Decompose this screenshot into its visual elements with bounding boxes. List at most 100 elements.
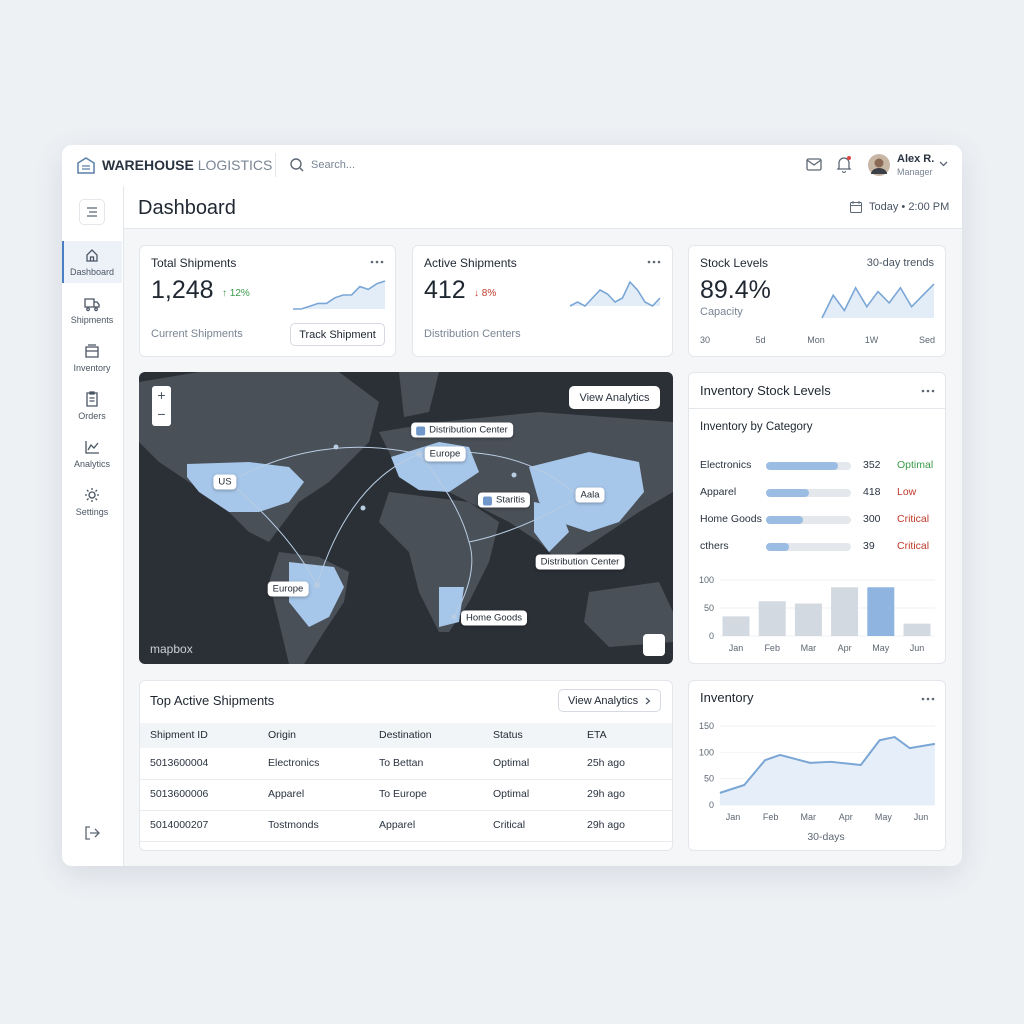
- column-header: ETA: [587, 729, 607, 741]
- page-title: Dashboard: [138, 197, 236, 219]
- x-tick-label: Mar: [801, 643, 817, 653]
- more-menu[interactable]: [647, 260, 661, 264]
- category-value: 300: [863, 513, 881, 525]
- nav-item[interactable]: Dashboard: [69, 267, 115, 277]
- nav-icon: [86, 391, 98, 407]
- kpi-title: Active Shipments: [424, 256, 517, 270]
- x-axis-label: 30-days: [807, 831, 844, 843]
- kpi-caption: Current Shipments: [151, 328, 243, 340]
- map-attribution: mapbox: [150, 642, 193, 656]
- level-track: [766, 516, 851, 524]
- category-status: Optimal: [897, 459, 934, 471]
- nav-item[interactable]: Settings: [75, 507, 109, 517]
- nav-item[interactable]: Shipments: [70, 315, 114, 325]
- bar: [867, 587, 895, 636]
- map-view-analytics[interactable]: View Analytics: [569, 386, 660, 409]
- map-pin[interactable]: US: [213, 474, 237, 490]
- divider: [689, 408, 945, 409]
- nav-item[interactable]: Orders: [78, 411, 106, 421]
- kpi-change: ↓ 8%: [474, 288, 497, 299]
- kpi-button[interactable]: Track Shipment: [290, 323, 385, 346]
- icon-path: [84, 298, 100, 312]
- level-track: [766, 489, 851, 497]
- kpi-change: ↑ 12%: [222, 288, 250, 299]
- dot: [931, 697, 935, 701]
- y-tick-label: 100: [699, 575, 714, 585]
- bar: [831, 587, 859, 636]
- category-value: 352: [863, 459, 881, 471]
- more-menu[interactable]: [921, 389, 935, 393]
- sparkline: [569, 280, 661, 307]
- divider: [275, 153, 276, 177]
- nav-icon: [86, 249, 98, 262]
- kpi-caption: Capacity: [700, 306, 743, 318]
- map-pin[interactable]: Europe: [424, 446, 466, 462]
- x-tick-label: Jan: [729, 643, 744, 653]
- map-pin[interactable]: Aala: [575, 487, 605, 503]
- user-name: Alex R.: [897, 153, 935, 165]
- content-header: [124, 186, 962, 229]
- category-name: Apparel: [700, 486, 737, 498]
- x-tick-label: Apr: [839, 812, 853, 822]
- chevron-path: [645, 697, 651, 705]
- user-menu-chevron[interactable]: [939, 161, 948, 167]
- dot: [926, 389, 930, 393]
- area: [719, 737, 935, 805]
- kpi-value: 89.4%: [700, 276, 771, 304]
- x-tick-label: May: [875, 812, 893, 822]
- zoom-out[interactable]: −: [157, 406, 166, 422]
- dot: [921, 697, 925, 701]
- y-tick-label: 150: [699, 721, 714, 731]
- category-status: Low: [897, 486, 917, 498]
- dot: [652, 260, 656, 264]
- icon-path: [86, 249, 98, 262]
- zoom-in[interactable]: +: [157, 387, 166, 403]
- more-menu[interactable]: [921, 697, 935, 701]
- chart-title: Inventory: [700, 690, 754, 705]
- mail-icon[interactable]: [806, 158, 822, 172]
- map-pin[interactable]: Staritis: [477, 492, 531, 508]
- y-tick-label: 0: [709, 631, 714, 641]
- pin-icon: [482, 496, 492, 506]
- map-pin[interactable]: Europe: [267, 581, 309, 597]
- map-locate[interactable]: [643, 634, 665, 656]
- table-cell: Optimal: [493, 757, 530, 769]
- brand: WAREHOUSE LOGISTICS: [102, 157, 272, 173]
- dot: [370, 260, 374, 264]
- kpi-note: 30-day trends: [866, 257, 934, 269]
- card-subtitle: Inventory by Category: [700, 421, 813, 433]
- map-pin[interactable]: Home Goods: [461, 610, 527, 626]
- nav-item[interactable]: Inventory: [73, 363, 111, 373]
- search-input[interactable]: Search...: [311, 159, 356, 171]
- x-tick-label: Feb: [763, 812, 779, 822]
- sparkline: [821, 283, 935, 319]
- dot: [647, 260, 651, 264]
- x-tick-label: Apr: [838, 643, 852, 653]
- nav-item[interactable]: Analytics: [73, 459, 110, 469]
- column-header: Status: [493, 729, 523, 741]
- icon-path: [85, 344, 99, 358]
- category-status: Critical: [897, 513, 930, 525]
- map-pin[interactable]: Distribution Center: [535, 554, 625, 570]
- kpi-value: 1,248: [151, 276, 214, 304]
- menu-button[interactable]: [79, 199, 105, 225]
- spark-area: [570, 282, 660, 306]
- row-divider: [140, 779, 672, 780]
- avatar[interactable]: [868, 154, 890, 176]
- brand-light: LOGISTICS: [197, 157, 273, 173]
- card-title: Top Active Shipments: [150, 693, 275, 708]
- view-analytics-button[interactable]: View Analytics: [558, 689, 661, 712]
- logout-icon[interactable]: [84, 825, 100, 841]
- y-tick-label: 50: [704, 603, 714, 613]
- nav-icon: [85, 441, 99, 454]
- spark-axis-label: 1W: [864, 335, 879, 345]
- more-menu[interactable]: [370, 260, 384, 264]
- calendar-icon: [850, 201, 862, 213]
- brand-icon: [77, 157, 95, 174]
- spark-area: [822, 284, 934, 318]
- menu-icon: [87, 207, 97, 217]
- bell-icon[interactable]: [836, 156, 852, 174]
- map-pin[interactable]: Distribution Center: [411, 422, 513, 438]
- sparkline: [293, 280, 386, 310]
